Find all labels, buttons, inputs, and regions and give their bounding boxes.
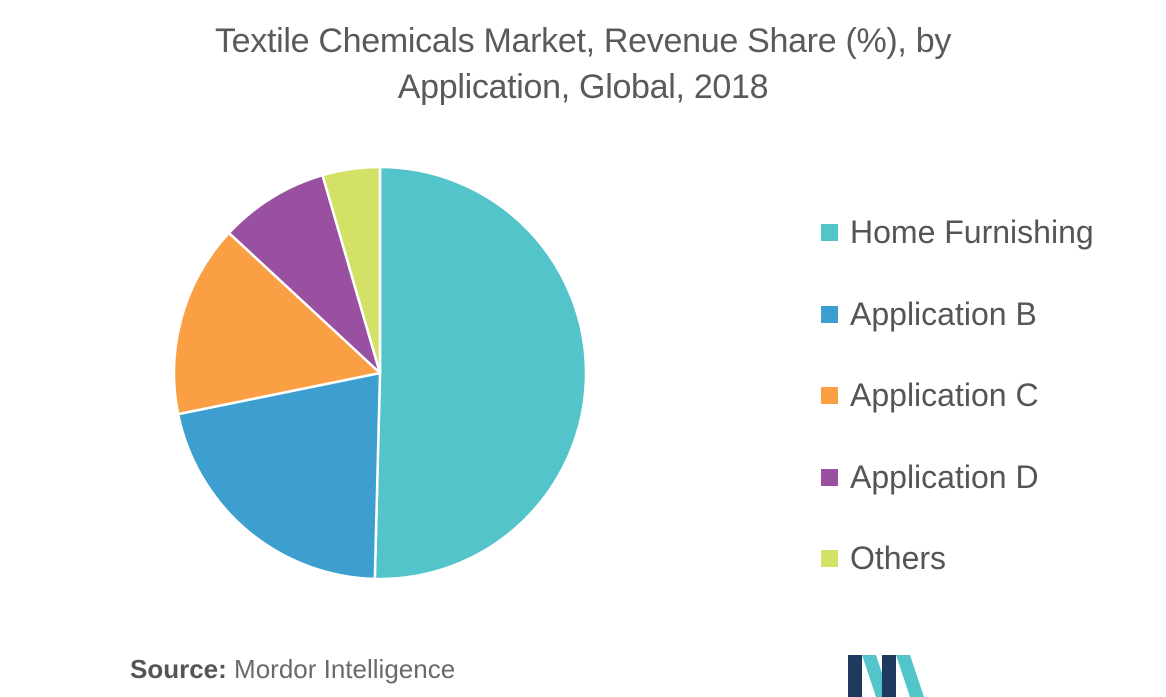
legend-swatch (821, 550, 838, 568)
chart-legend: Home Furnishing Application B Application … (821, 192, 1094, 600)
pie-slice-application-b (176, 371, 382, 581)
pie-slice-home-furnishing (373, 165, 588, 581)
legend-item: Others (821, 518, 1094, 600)
source-label: Source: (130, 654, 227, 684)
pie-slice-application-c (172, 231, 382, 416)
legend-label: Others (850, 540, 947, 577)
logo-shape-left (848, 655, 862, 697)
legend-swatch (821, 224, 838, 242)
legend-label: Home Furnishing (850, 214, 1094, 251)
pie-slice-others (321, 165, 382, 375)
chart-title: Textile Chemicals Market, Revenue Share … (0, 18, 1166, 110)
source-text: Mordor Intelligence (234, 654, 456, 684)
logo-shape-mid (882, 655, 896, 697)
legend-swatch (821, 305, 838, 323)
logo-shape-diag-2 (896, 655, 924, 697)
legend-swatch (821, 387, 838, 405)
legend-item: Home Furnishing (821, 192, 1094, 274)
chart-title-line-2: Application, Global, 2018 (397, 68, 769, 106)
chart-title-line-1: Textile Chemicals Market, Revenue Share … (214, 22, 952, 60)
source-note: Source: Mordor Intelligence (130, 654, 455, 685)
pie-slice-application-d (227, 173, 382, 375)
legend-label: Application D (850, 458, 1039, 495)
legend-label: Application B (850, 295, 1037, 332)
legend-swatch (821, 468, 838, 486)
legend-item: Application C (821, 355, 1094, 437)
legend-item: Application D (821, 437, 1094, 519)
legend-label: Application C (850, 377, 1039, 414)
mordor-intelligence-logo (848, 655, 924, 697)
legend-item: Application B (821, 274, 1094, 356)
